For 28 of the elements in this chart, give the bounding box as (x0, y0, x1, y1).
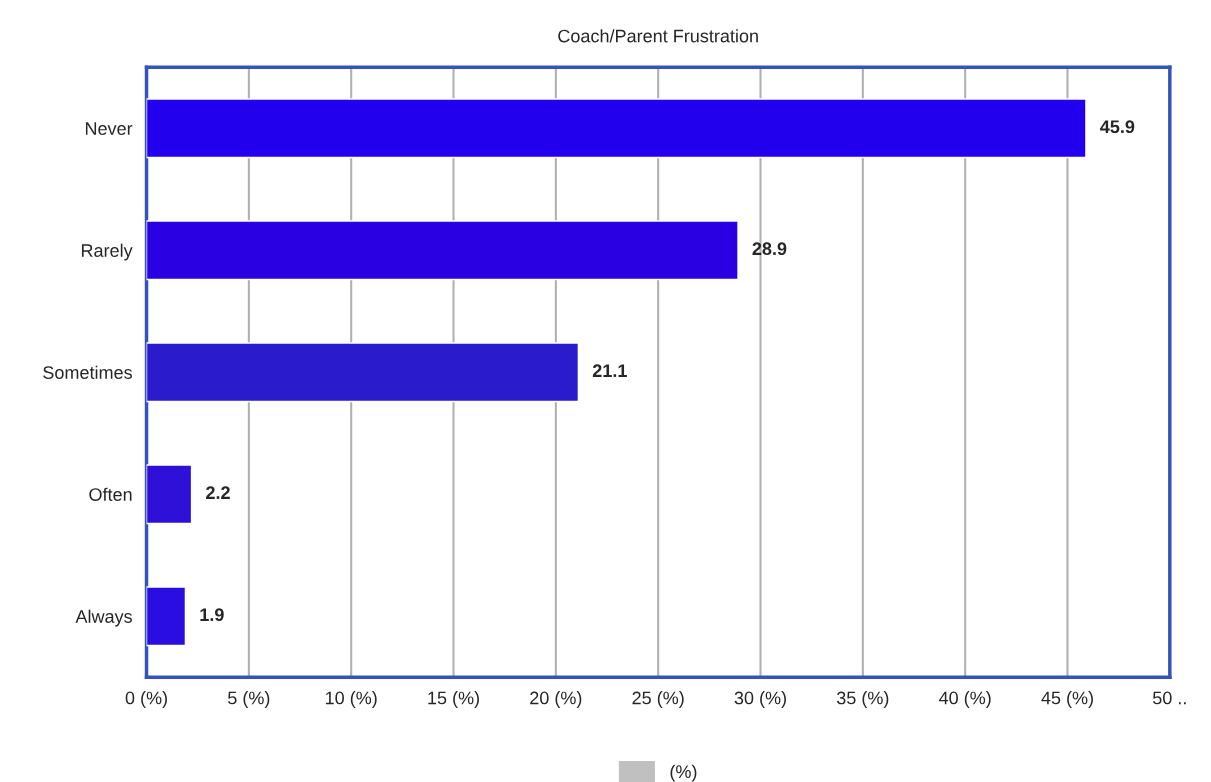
x-tick-label: 40 (%) (938, 691, 991, 708)
bar (146, 342, 580, 403)
x-tick-label: 0 (%) (125, 691, 167, 708)
x-tick-label: 35 (%) (836, 691, 889, 708)
x-tick-label: 25 (%) (632, 691, 684, 708)
bar (146, 98, 1087, 159)
chart-title: Coach/Parent Frustration (558, 29, 758, 43)
y-tick-label: Sometimes (43, 365, 132, 379)
x-tick-label: 15 (%) (428, 691, 479, 708)
bar (146, 220, 739, 281)
text: (%) (670, 764, 697, 782)
x-tick-label: 30 (%) (734, 691, 786, 708)
x-tick-label: 50 .. (1152, 691, 1186, 705)
data-label: 45.9 (1100, 120, 1135, 134)
y-tick-label: Rarely (81, 243, 133, 261)
bar (146, 464, 193, 525)
y-tick-label: Never (85, 122, 133, 135)
y-tick-label: Often (89, 487, 132, 501)
data-label: 28.9 (752, 242, 787, 256)
x-tick-label: 10 (%) (325, 691, 377, 708)
data-label: 21.1 (592, 364, 627, 377)
data-label: 2.2 (206, 486, 230, 499)
x-tick-label: 20 (%) (530, 691, 582, 708)
x-tick-label: 5 (%) (228, 691, 270, 708)
x-tick-label: 45 (%) (1041, 691, 1093, 708)
bar (146, 586, 187, 647)
y-tick-label: Always (75, 609, 132, 627)
data-label: 1.9 (200, 608, 224, 622)
